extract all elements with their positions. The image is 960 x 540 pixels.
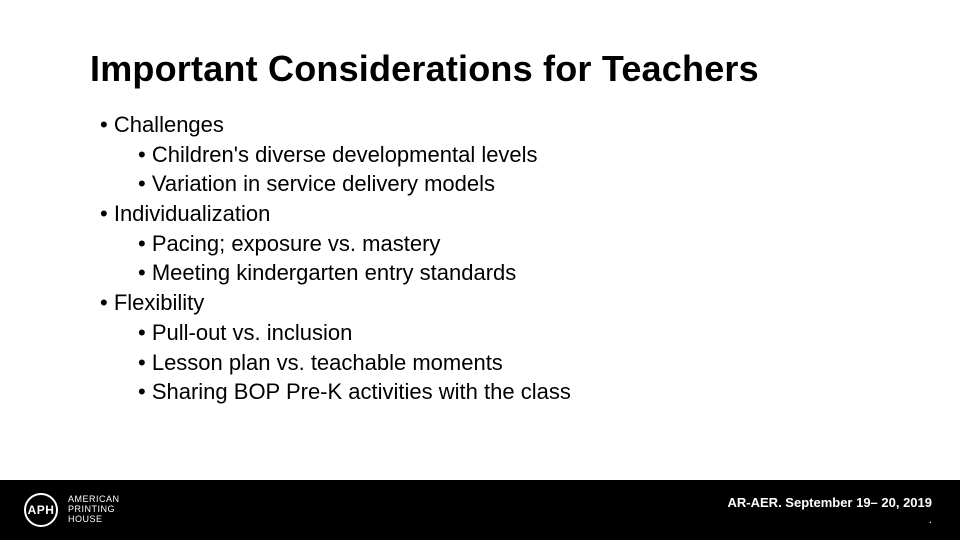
list-item: • Children's diverse developmental level… — [100, 140, 900, 170]
logo-text: AMERICAN PRINTING HOUSE — [68, 495, 120, 525]
logo-line: HOUSE — [68, 515, 120, 525]
list-item-text: Variation in service delivery models — [152, 171, 495, 196]
footer-right: AR-AER. September 19– 20, 2019 . — [728, 495, 932, 526]
list-item-text: Individualization — [114, 201, 271, 226]
list-item-text: Sharing BOP Pre-K activities with the cl… — [152, 379, 571, 404]
list-item: • Variation in service delivery models — [100, 169, 900, 199]
list-item: • Pull-out vs. inclusion — [100, 318, 900, 348]
footer-logo: APH AMERICAN PRINTING HOUSE — [24, 493, 120, 527]
list-item: • Sharing BOP Pre-K activities with the … — [100, 377, 900, 407]
footer-dot: . — [728, 512, 932, 526]
list-item: • Pacing; exposure vs. mastery — [100, 229, 900, 259]
list-item-text: Pacing; exposure vs. mastery — [152, 231, 441, 256]
list-item-text: Flexibility — [114, 290, 204, 315]
list-item-text: Pull-out vs. inclusion — [152, 320, 353, 345]
slide: Important Considerations for Teachers • … — [0, 0, 960, 540]
list-item: • Meeting kindergarten entry standards — [100, 258, 900, 288]
list-item-text: Lesson plan vs. teachable moments — [152, 350, 503, 375]
footer-bar: APH AMERICAN PRINTING HOUSE AR-AER. Sept… — [0, 480, 960, 540]
list-item: • Challenges — [100, 110, 900, 140]
list-item: • Individualization — [100, 199, 900, 229]
bullet-list: • Challenges • Children's diverse develo… — [100, 110, 900, 407]
list-item-text: Children's diverse developmental levels — [152, 142, 538, 167]
logo-initials: APH — [28, 503, 55, 517]
slide-title: Important Considerations for Teachers — [90, 48, 759, 90]
footer-date-text: AR-AER. September 19– 20, 2019 — [728, 495, 932, 510]
logo-circle-icon: APH — [24, 493, 58, 527]
list-item-text: Meeting kindergarten entry standards — [152, 260, 516, 285]
list-item: • Lesson plan vs. teachable moments — [100, 348, 900, 378]
list-item: • Flexibility — [100, 288, 900, 318]
list-item-text: Challenges — [114, 112, 224, 137]
